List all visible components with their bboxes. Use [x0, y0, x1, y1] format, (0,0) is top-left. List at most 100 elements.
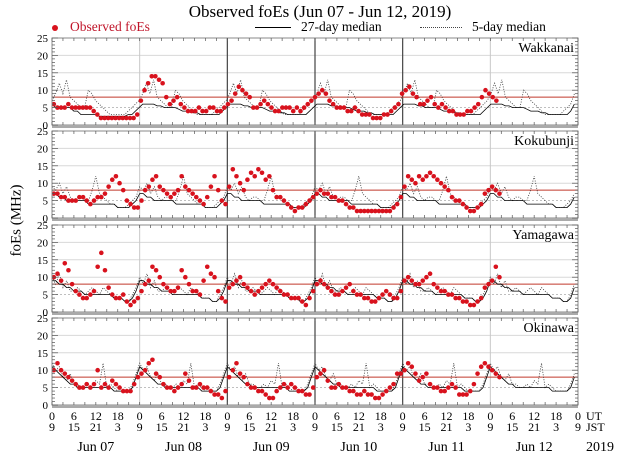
- observed-point: [381, 112, 387, 117]
- observed-point: [245, 177, 250, 183]
- observed-point: [416, 281, 422, 287]
- observed-point: [190, 385, 195, 390]
- observed-point: [95, 264, 100, 270]
- ut-label: UT: [586, 409, 603, 423]
- x-tick-label-ut: 12: [353, 409, 365, 423]
- observed-point: [329, 385, 334, 390]
- observed-point: [472, 105, 477, 110]
- observed-point: [186, 281, 192, 287]
- observed-point: [475, 101, 481, 107]
- observed-point: [124, 198, 130, 203]
- x-tick-label-ut: 18: [375, 409, 387, 423]
- observed-point: [449, 292, 455, 297]
- observed-point: [69, 378, 75, 383]
- observed-point: [427, 170, 433, 176]
- observed-point: [363, 112, 369, 117]
- observed-point: [478, 364, 484, 370]
- observed-point: [490, 94, 496, 100]
- observed-point: [431, 385, 437, 390]
- observed-point: [230, 367, 236, 373]
- observed-point: [247, 94, 253, 100]
- observed-point: [427, 271, 433, 277]
- observed-point: [182, 105, 187, 110]
- observed-point: [241, 374, 247, 380]
- observed-point: [420, 177, 426, 183]
- observed-point: [358, 208, 363, 214]
- observed-point: [66, 101, 71, 107]
- observed-point: [394, 295, 400, 301]
- observed-point: [276, 108, 282, 114]
- observed-point: [454, 112, 459, 117]
- x-tick-label-jst: 21: [353, 420, 365, 434]
- observed-point: [351, 205, 356, 210]
- observed-point: [164, 191, 170, 196]
- legend-27-label: 27-day median: [301, 19, 382, 34]
- observed-point: [197, 198, 203, 203]
- observed-point: [391, 205, 396, 210]
- observed-point: [288, 295, 294, 301]
- observed-point: [314, 374, 320, 380]
- observed-point: [478, 295, 484, 301]
- y-tick-label: 10: [37, 272, 49, 284]
- observed-point: [222, 105, 227, 110]
- observed-point: [190, 288, 195, 294]
- observed-point: [58, 105, 64, 110]
- x-tick-label-jst: 9: [224, 420, 230, 434]
- observed-point: [58, 367, 64, 373]
- observed-point: [402, 184, 407, 189]
- observed-point: [120, 187, 126, 193]
- observed-point: [252, 292, 258, 297]
- observed-point: [482, 360, 488, 366]
- observed-point: [471, 208, 477, 214]
- observed-point: [359, 112, 365, 117]
- observed-point: [486, 364, 491, 370]
- observed-point: [73, 105, 78, 110]
- observed-point: [117, 295, 122, 301]
- observed-point: [245, 285, 250, 290]
- observed-point: [442, 184, 447, 189]
- observed-point: [150, 264, 155, 270]
- observed-point: [420, 278, 426, 283]
- observed-point: [259, 285, 265, 290]
- observed-point: [398, 194, 404, 200]
- solid-line-icon: [255, 27, 291, 29]
- observed-point: [226, 285, 232, 290]
- observed-point: [153, 267, 159, 273]
- observed-point: [358, 392, 363, 397]
- observed-point: [113, 173, 119, 179]
- observed-point: [402, 367, 407, 373]
- x-axis: 0 6 12 18 0 6 12 18 0 6 12 18 0 6 12 18 0 6 12 18 0 6 12 18 09 15…: [49, 409, 614, 455]
- station-label: Wakkanai: [518, 41, 574, 56]
- observed-point: [135, 295, 141, 301]
- x-tick-label-jst: 3: [115, 420, 121, 434]
- observed-point: [197, 381, 203, 387]
- y-tick-label: 25: [37, 126, 49, 138]
- observed-point: [230, 281, 236, 287]
- observed-point: [219, 198, 225, 203]
- observed-point: [354, 292, 360, 297]
- observed-point: [124, 299, 130, 304]
- observed-point: [288, 205, 294, 210]
- observed-point: [376, 395, 382, 401]
- observed-point: [467, 302, 473, 308]
- observed-point: [139, 288, 144, 294]
- observed-point: [120, 115, 126, 121]
- observed-point: [399, 91, 405, 96]
- observed-point: [394, 201, 400, 207]
- x-tick-label-jst: 21: [265, 420, 277, 434]
- observed-point: [347, 388, 353, 394]
- observed-point: [391, 381, 396, 387]
- observed-point: [69, 198, 75, 203]
- observed-point: [281, 381, 287, 387]
- observed-point: [232, 91, 238, 96]
- observed-point: [183, 371, 188, 376]
- observed-point: [241, 281, 247, 287]
- y-tick-label: 20: [37, 330, 49, 342]
- day-label: Jun 07: [77, 440, 114, 455]
- station-label: Yamagawa: [512, 228, 574, 243]
- observed-point: [299, 299, 305, 304]
- x-tick-label-ut: 12: [178, 409, 190, 423]
- observed-point: [161, 187, 166, 193]
- observed-point: [283, 105, 289, 110]
- observed-point: [290, 108, 296, 114]
